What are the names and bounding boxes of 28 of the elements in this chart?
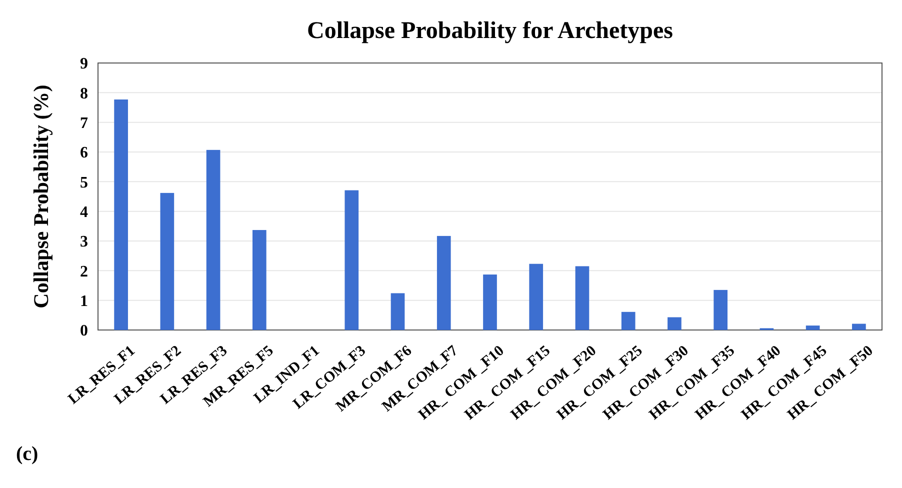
- bar: [852, 324, 866, 330]
- bar: [483, 274, 497, 330]
- bar: [114, 99, 128, 330]
- y-tick-label: 0: [80, 322, 88, 340]
- y-tick-label: 2: [80, 263, 88, 280]
- bar: [390, 293, 405, 330]
- y-tick-label: 5: [80, 174, 88, 192]
- bar: [575, 266, 590, 330]
- bar: [668, 317, 682, 330]
- bar: [436, 236, 451, 330]
- y-tick-label: 6: [80, 144, 88, 162]
- bar: [206, 150, 220, 330]
- y-axis-title: Collapse Probability (%): [29, 84, 53, 308]
- bar: [714, 290, 728, 330]
- chart-title: Collapse Probability for Archetypes: [307, 18, 673, 44]
- bar: [529, 264, 544, 330]
- text: (c): [16, 443, 38, 465]
- y-tick-label: 9: [80, 56, 88, 73]
- bar: [252, 230, 266, 330]
- y-tick-label: 4: [80, 204, 88, 221]
- bar: [160, 192, 174, 330]
- y-tick-label: 3: [80, 234, 88, 251]
- y-tick-label: 7: [80, 114, 88, 132]
- bar: [621, 312, 636, 330]
- bar: [806, 326, 820, 330]
- bar: [344, 190, 359, 330]
- y-tick-label: 1: [80, 292, 88, 310]
- y-tick-label: 8: [80, 85, 88, 102]
